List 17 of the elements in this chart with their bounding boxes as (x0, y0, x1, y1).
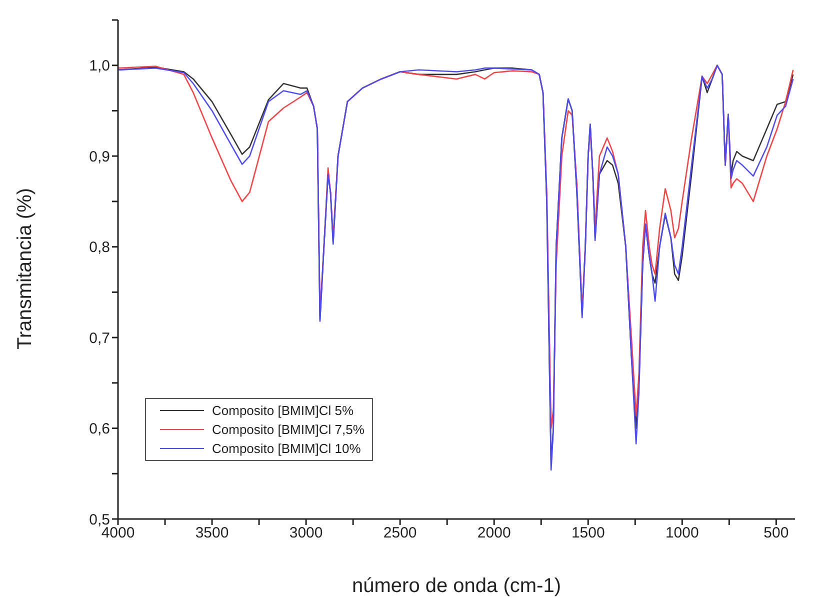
legend-label: Composito [BMIM]Cl 5% (212, 402, 354, 420)
x-tick-label: 3000 (289, 524, 323, 542)
y-axis-title: Transmitancia (%) (14, 188, 36, 350)
x-tick-label: 500 (764, 524, 789, 542)
x-axis-title: número de onda (cm-1) (352, 575, 561, 597)
y-tick-label: 0,6 (89, 420, 110, 438)
x-tick-label: 1500 (571, 524, 605, 542)
y-tick-label: 1,0 (89, 58, 110, 75)
legend-label: Composito [BMIM]Cl 10% (212, 440, 361, 458)
y-tick-label: 0,8 (89, 239, 110, 256)
y-tick-label: 0,7 (89, 330, 110, 347)
legend-label: Composito [BMIM]Cl 7,5% (212, 421, 364, 439)
y-tick-label: 0,9 (89, 148, 110, 166)
x-tick-label: 3500 (195, 524, 229, 542)
x-tick-label: 2000 (477, 524, 511, 542)
x-tick-label: 1000 (665, 524, 699, 542)
x-tick-label: 2500 (383, 524, 417, 542)
